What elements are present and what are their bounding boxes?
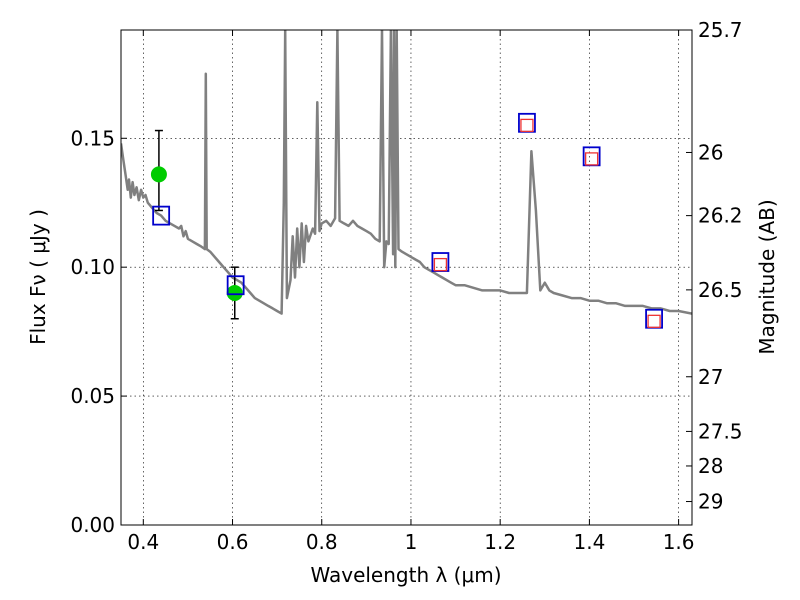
- model-spectrum: [121, 30, 692, 315]
- right-tick-label: 26.2: [698, 204, 743, 228]
- x-tick-label: 0.6: [217, 530, 249, 554]
- right-tick-label: 25.7: [698, 18, 743, 42]
- y-axis-label: Flux Fν ( μJy ): [26, 209, 50, 345]
- x-axis-ticks: 0.4 0.6 0.8 1 1.2 1.4 1.6: [127, 30, 695, 554]
- x-axis-label: Wavelength λ (μm): [310, 563, 501, 587]
- y-tick-label: 0.05: [70, 384, 115, 408]
- spectrum-line: [121, 30, 692, 315]
- model-flux-inner-square: [520, 118, 534, 133]
- observed-flux-point: [226, 284, 243, 301]
- observed-flux-point: [150, 166, 167, 183]
- model-flux-inner-square: [433, 257, 448, 272]
- x-tick-label: 0.8: [306, 530, 338, 554]
- right-tick-label: 26: [698, 140, 723, 164]
- right-tick-label: 29: [698, 490, 723, 514]
- x-tick-label: 1.2: [484, 530, 516, 554]
- model-flux-square: [152, 205, 171, 226]
- right-axis-label: Magnitude (AB): [755, 199, 779, 354]
- right-tick-label: 26.5: [698, 278, 743, 302]
- right-tick-label: 27: [698, 365, 723, 389]
- x-tick-label: 1.6: [663, 530, 695, 554]
- y-tick-label: 0.10: [70, 255, 115, 279]
- plot-frame: [120, 29, 693, 526]
- right-axis-ticks: 25.7 26 26.2 26.5 27 27.5 28 29: [686, 18, 743, 514]
- right-tick-label: 27.5: [698, 419, 743, 443]
- x-tick-label: 1: [405, 530, 418, 554]
- model-flux-square: [226, 275, 245, 296]
- y-tick-label: 0.00: [70, 513, 115, 537]
- x-tick-label: 1.4: [573, 530, 605, 554]
- right-tick-label: 28: [698, 454, 723, 478]
- model-flux-inner-square: [647, 314, 661, 328]
- x-tick-label: 0.4: [127, 530, 159, 554]
- model-flux-inner-square: [584, 152, 599, 166]
- data-points: [150, 112, 663, 329]
- y-tick-label: 0.15: [70, 126, 115, 150]
- y-axis-ticks: 0.00 0.05 0.10 0.15: [70, 126, 127, 537]
